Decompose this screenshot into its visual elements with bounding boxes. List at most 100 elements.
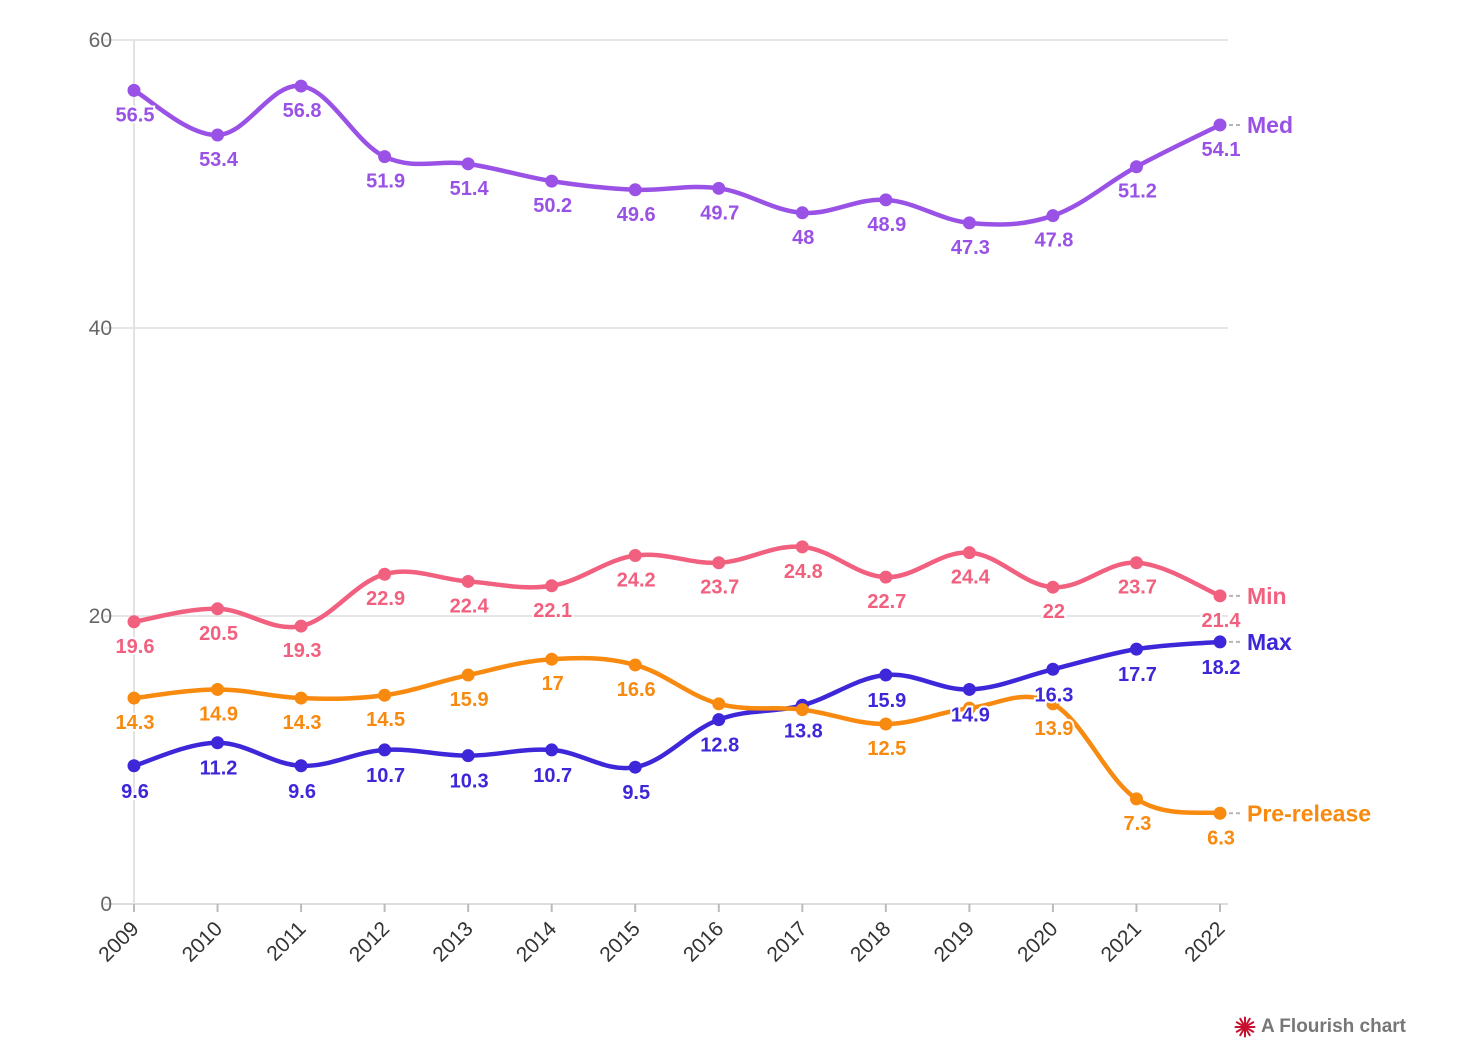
- point-min-2020: [1046, 580, 1060, 594]
- logo-ray: [1246, 1021, 1255, 1027]
- data-label-max-2011: 9.6: [288, 781, 316, 803]
- point-med-2017: [795, 206, 809, 220]
- point-med-2013: [461, 157, 475, 171]
- data-label-pre-release-2012: 14.5: [366, 709, 405, 731]
- point-max-2021: [1129, 642, 1143, 656]
- data-label-pre-release-2022: 6.3: [1207, 827, 1235, 849]
- point-pre-release-2022: [1213, 806, 1227, 820]
- data-label-med-2018: 48.9: [867, 214, 906, 236]
- logo-ray: [1245, 1017, 1251, 1026]
- point-pre-release-2010: [211, 682, 225, 696]
- flourish-credit[interactable]: A Flourish chart: [1234, 1016, 1406, 1038]
- point-med-2018: [879, 193, 893, 207]
- data-label-min-2013: 22.4: [450, 595, 490, 617]
- x-tick-label-2021: 2021: [1097, 917, 1146, 966]
- data-label-med-2010: 53.4: [199, 149, 239, 171]
- data-label-min-2011: 19.3: [283, 640, 322, 662]
- x-tick-label-2015: 2015: [595, 917, 644, 966]
- point-pre-release-2011: [294, 691, 308, 705]
- point-med-2012: [378, 150, 392, 164]
- credit-text: A Flourish chart: [1261, 1016, 1406, 1037]
- point-max-2012: [378, 743, 392, 757]
- point-max-2015: [628, 760, 642, 774]
- data-label-pre-release-2013: 15.9: [450, 689, 489, 711]
- x-tick-label-2014: 2014: [512, 917, 562, 967]
- data-label-med-2013: 51.4: [450, 178, 490, 200]
- data-label-pre-release-2015: 16.6: [617, 679, 656, 701]
- data-label-med-2020: 47.8: [1034, 230, 1073, 252]
- flourish-logo-icon: [1234, 1016, 1256, 1038]
- x-tick-label-2012: 2012: [345, 917, 394, 966]
- point-pre-release-2020: [1046, 697, 1060, 711]
- data-label-med-2009: 56.5: [116, 104, 155, 126]
- logo-ray: [1235, 1021, 1244, 1027]
- y-tick-label-20: 20: [89, 605, 112, 628]
- point-med-2009: [127, 83, 141, 97]
- point-pre-release-2018: [879, 717, 893, 731]
- data-label-med-2012: 51.9: [366, 171, 405, 193]
- x-tick-label-2010: 2010: [178, 917, 227, 966]
- point-med-2014: [545, 174, 559, 188]
- series-label-pre-release: Pre-release: [1247, 800, 1371, 826]
- data-label-max-2010: 11.2: [200, 758, 238, 780]
- logo-ray: [1245, 1028, 1251, 1037]
- point-min-2019: [962, 546, 976, 560]
- data-label-min-2016: 23.7: [700, 577, 739, 599]
- data-label-min-2019: 24.4: [951, 567, 991, 589]
- data-label-pre-release-2011: 14.3: [283, 712, 322, 734]
- x-tick-label-2009: 2009: [94, 917, 143, 966]
- point-min-2022: [1213, 589, 1227, 603]
- data-label-max-2020: 16.3: [1034, 684, 1073, 706]
- x-tick-label-2020: 2020: [1013, 917, 1062, 966]
- point-min-2015: [628, 549, 642, 563]
- point-min-2010: [211, 602, 225, 616]
- point-max-2009: [127, 759, 141, 773]
- data-label-max-2021: 17.7: [1118, 664, 1157, 686]
- data-label-pre-release-2021: 7.3: [1124, 813, 1152, 835]
- point-pre-release-2009: [127, 691, 141, 705]
- data-label-med-2014: 50.2: [533, 195, 572, 217]
- point-med-2022: [1213, 118, 1227, 132]
- data-label-min-2009: 19.6: [116, 636, 155, 658]
- point-min-2009: [127, 615, 141, 629]
- point-min-2011: [294, 619, 308, 633]
- logo-ray: [1239, 1017, 1245, 1026]
- point-med-2016: [712, 181, 726, 195]
- data-labels: 56.5 53.4 56.8 51.9 51.4 50.2 49.6 49.7 48 48.9 47…: [114, 98, 1372, 851]
- point-min-2013: [461, 574, 475, 588]
- x-tick-label-2011: 2011: [262, 917, 310, 965]
- point-min-2014: [545, 579, 559, 593]
- point-max-2022: [1213, 635, 1227, 649]
- data-label-min-2012: 22.9: [366, 588, 405, 610]
- data-label-min-2020: 22: [1043, 601, 1065, 623]
- point-pre-release-2012: [378, 688, 392, 702]
- data-label-med-2022: 54.1: [1202, 139, 1241, 161]
- point-pre-release-2013: [461, 668, 475, 682]
- data-label-min-2022: 21.4: [1202, 610, 1242, 632]
- data-label-pre-release-2014: 17: [542, 673, 564, 695]
- logo-ray: [1239, 1028, 1245, 1037]
- data-label-min-2018: 22.7: [867, 591, 906, 613]
- data-label-pre-release-2020: 13.9: [1034, 718, 1073, 740]
- data-label-med-2017: 48: [792, 227, 814, 249]
- data-label-max-2017: 13.8: [784, 720, 823, 742]
- data-label-min-2017: 24.8: [784, 561, 823, 583]
- point-med-2010: [211, 128, 225, 142]
- series-line-max: [131, 639, 1223, 771]
- data-label-med-2021: 51.2: [1118, 181, 1157, 203]
- point-min-2016: [712, 556, 726, 570]
- data-label-max-2012: 10.7: [366, 765, 405, 787]
- point-med-2020: [1046, 209, 1060, 223]
- logo-ray: [1235, 1027, 1244, 1033]
- data-label-max-2018: 15.9: [867, 690, 906, 712]
- y-tick-label-40: 40: [89, 317, 112, 340]
- series-line-min: [131, 544, 1223, 630]
- series-label-min: Min: [1247, 583, 1287, 609]
- series-label-max: Max: [1247, 629, 1292, 655]
- data-label-max-2019: 14.9: [951, 704, 990, 726]
- point-pre-release-2016: [712, 697, 726, 711]
- point-med-2015: [628, 183, 642, 197]
- data-label-min-2015: 24.2: [617, 570, 656, 592]
- data-label-pre-release-2009: 14.3: [116, 712, 155, 734]
